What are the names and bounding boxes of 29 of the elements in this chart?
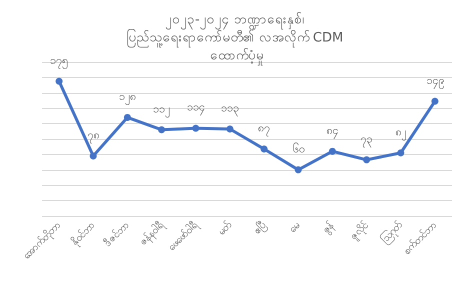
x-tick-label: ဧပြီ — [250, 218, 270, 238]
data-label: ၇၈ — [87, 128, 100, 144]
point — [294, 166, 302, 174]
point — [226, 125, 234, 132]
chart-title: ၂၀၂၃-၂၀၂၄ ဘဏ္ဍာရေးနှစ်၊ ပြည်သူ့ရေးရာကော်မတီ၏ လအလိုက် CDM ထောက်ပံ့မှု — [126, 12, 348, 66]
x-tick-label: မေ — [287, 220, 302, 235]
data-label: ၇၃ — [360, 132, 373, 148]
point — [431, 98, 438, 105]
point — [260, 146, 268, 153]
point — [363, 156, 370, 164]
point — [328, 148, 336, 155]
data-label: ၁၁၄ — [186, 100, 205, 116]
data-label: ၁၁၃ — [220, 101, 239, 116]
data-label: ၈၇ — [258, 122, 270, 137]
point — [90, 152, 97, 160]
data-label: ၈၂ — [395, 125, 406, 140]
data-label: ၁၄၉ — [426, 74, 444, 89]
data-label: ၁၂၈ — [118, 90, 136, 105]
data-label: ၁၇၅ — [50, 54, 68, 69]
data-label: ၁၁၂ — [153, 102, 170, 118]
data-label: ၈၄ — [326, 124, 338, 139]
point — [158, 126, 166, 134]
point — [124, 114, 131, 121]
point — [397, 149, 404, 156]
point — [56, 78, 63, 85]
x-tick-label: မတ် — [214, 218, 234, 238]
x-tick-label: ဇွန် — [319, 218, 338, 238]
point — [192, 124, 200, 132]
data-label: ၆၀ — [292, 142, 304, 156]
